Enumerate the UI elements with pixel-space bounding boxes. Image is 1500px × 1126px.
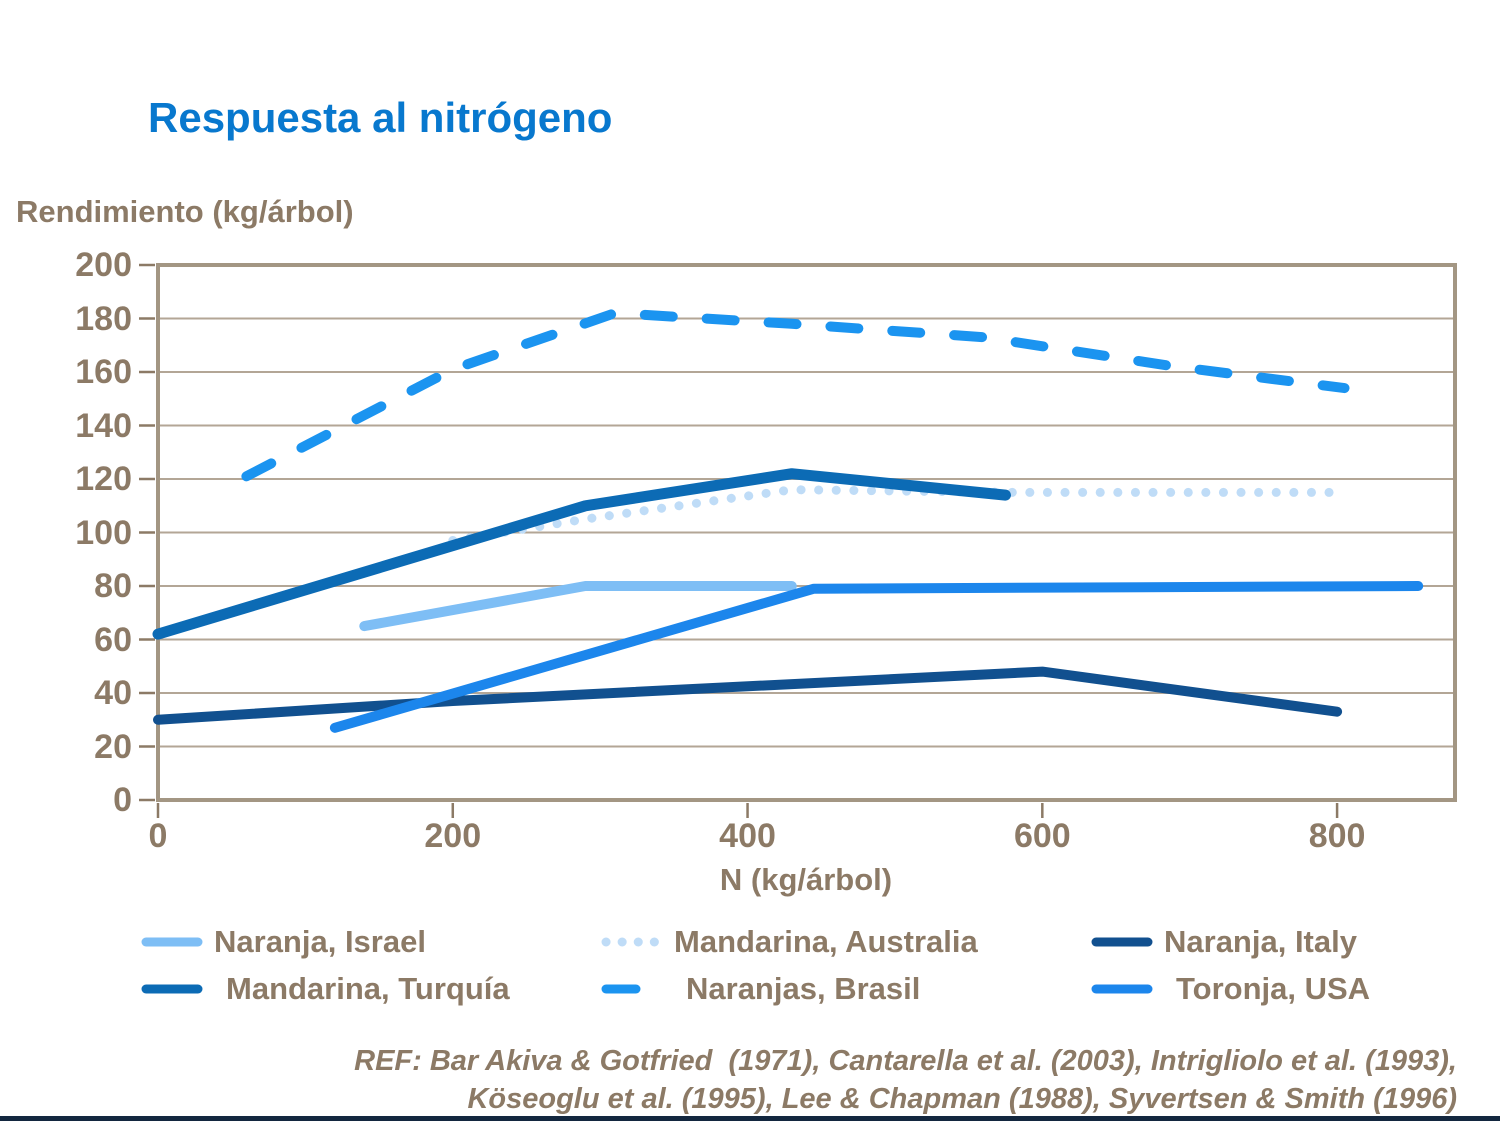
series-line-naranja-italy [153, 666, 1343, 725]
y-tick-label-20: 20 [94, 727, 132, 766]
y-tick-label-140: 140 [75, 406, 132, 445]
y-tick-label-0: 0 [113, 781, 132, 819]
legend-item-mandarina-turquia: Mandarina, Turquía [140, 967, 510, 1011]
legend-swatch-toronja-usa [1091, 984, 1153, 994]
legend-label-mandarina-australia: Mandarina, Australia [674, 924, 978, 959]
x-tick-label-600: 600 [1013, 817, 1071, 855]
y-tick-label-60: 60 [94, 620, 132, 659]
legend-item-naranja-italy: Naranja, Italy [1090, 920, 1357, 964]
series-line-mandarina-turquia [152, 468, 1011, 640]
legend-item-mandarina-australia: Mandarina, Australia [600, 920, 978, 964]
legend-swatch-naranjas-brasil [601, 984, 641, 994]
y-tick-label-200: 200 [75, 246, 132, 284]
x-tick-label-800: 800 [1308, 817, 1366, 855]
legend-label-naranjas-brasil: Naranjas, Brasil [686, 971, 921, 1006]
series-line-toronja-usa [329, 581, 1424, 733]
legend-label-naranja-israel: Naranja, Israel [214, 924, 426, 959]
y-tick-label-40: 40 [94, 674, 132, 712]
legend-item-toronja-usa: Toronja, USA [1090, 967, 1370, 1011]
series-line-mandarina-australia [448, 485, 1342, 545]
legend-swatch-naranja-israel [141, 937, 203, 947]
x-axis-title: N (kg/árbol) [719, 862, 893, 897]
references-block: REF: Bar Akiva & Gotfried (1971), Cantar… [0, 1042, 1457, 1118]
y-axis-title: Rendimiento (kg/árbol) [16, 194, 354, 229]
legend-label-naranja-italy: Naranja, Italy [1164, 924, 1357, 959]
series-line-naranjas-brasil [241, 308, 1350, 482]
y-tick-label-180: 180 [75, 299, 132, 338]
legend-swatch-mandarina-turquia [141, 984, 203, 994]
page-title: Respuesta al nitrógeno [148, 94, 613, 142]
series-line-naranja-israel [359, 581, 797, 632]
legend-swatch-mandarina-australia [601, 937, 663, 947]
plot-border [156, 263, 1457, 802]
x-tick-label-400: 400 [719, 817, 776, 855]
slide-bottom-bar [0, 1116, 1500, 1121]
x-tick-label-200: 200 [424, 817, 482, 855]
legend-label-toronja-usa: Toronja, USA [1176, 971, 1371, 1006]
x-tick-label-0: 0 [148, 817, 168, 855]
reference-line-2: Köseoglu et al. (1995), Lee & Chapman (1… [467, 1083, 1457, 1115]
y-tick-label-160: 160 [75, 353, 132, 391]
legend-swatch-naranja-italy [1091, 937, 1153, 947]
legend-item-naranja-israel: Naranja, Israel [140, 920, 426, 964]
reference-line-1: REF: Bar Akiva & Gotfried (1971), Cantar… [354, 1045, 1457, 1077]
legend-label-mandarina-turquia: Mandarina, Turquía [226, 971, 510, 1006]
legend-item-naranjas-brasil: Naranjas, Brasil [600, 967, 920, 1011]
y-tick-label-100: 100 [75, 513, 132, 552]
y-tick-label-80: 80 [94, 567, 132, 605]
y-tick-label-120: 120 [75, 460, 132, 498]
